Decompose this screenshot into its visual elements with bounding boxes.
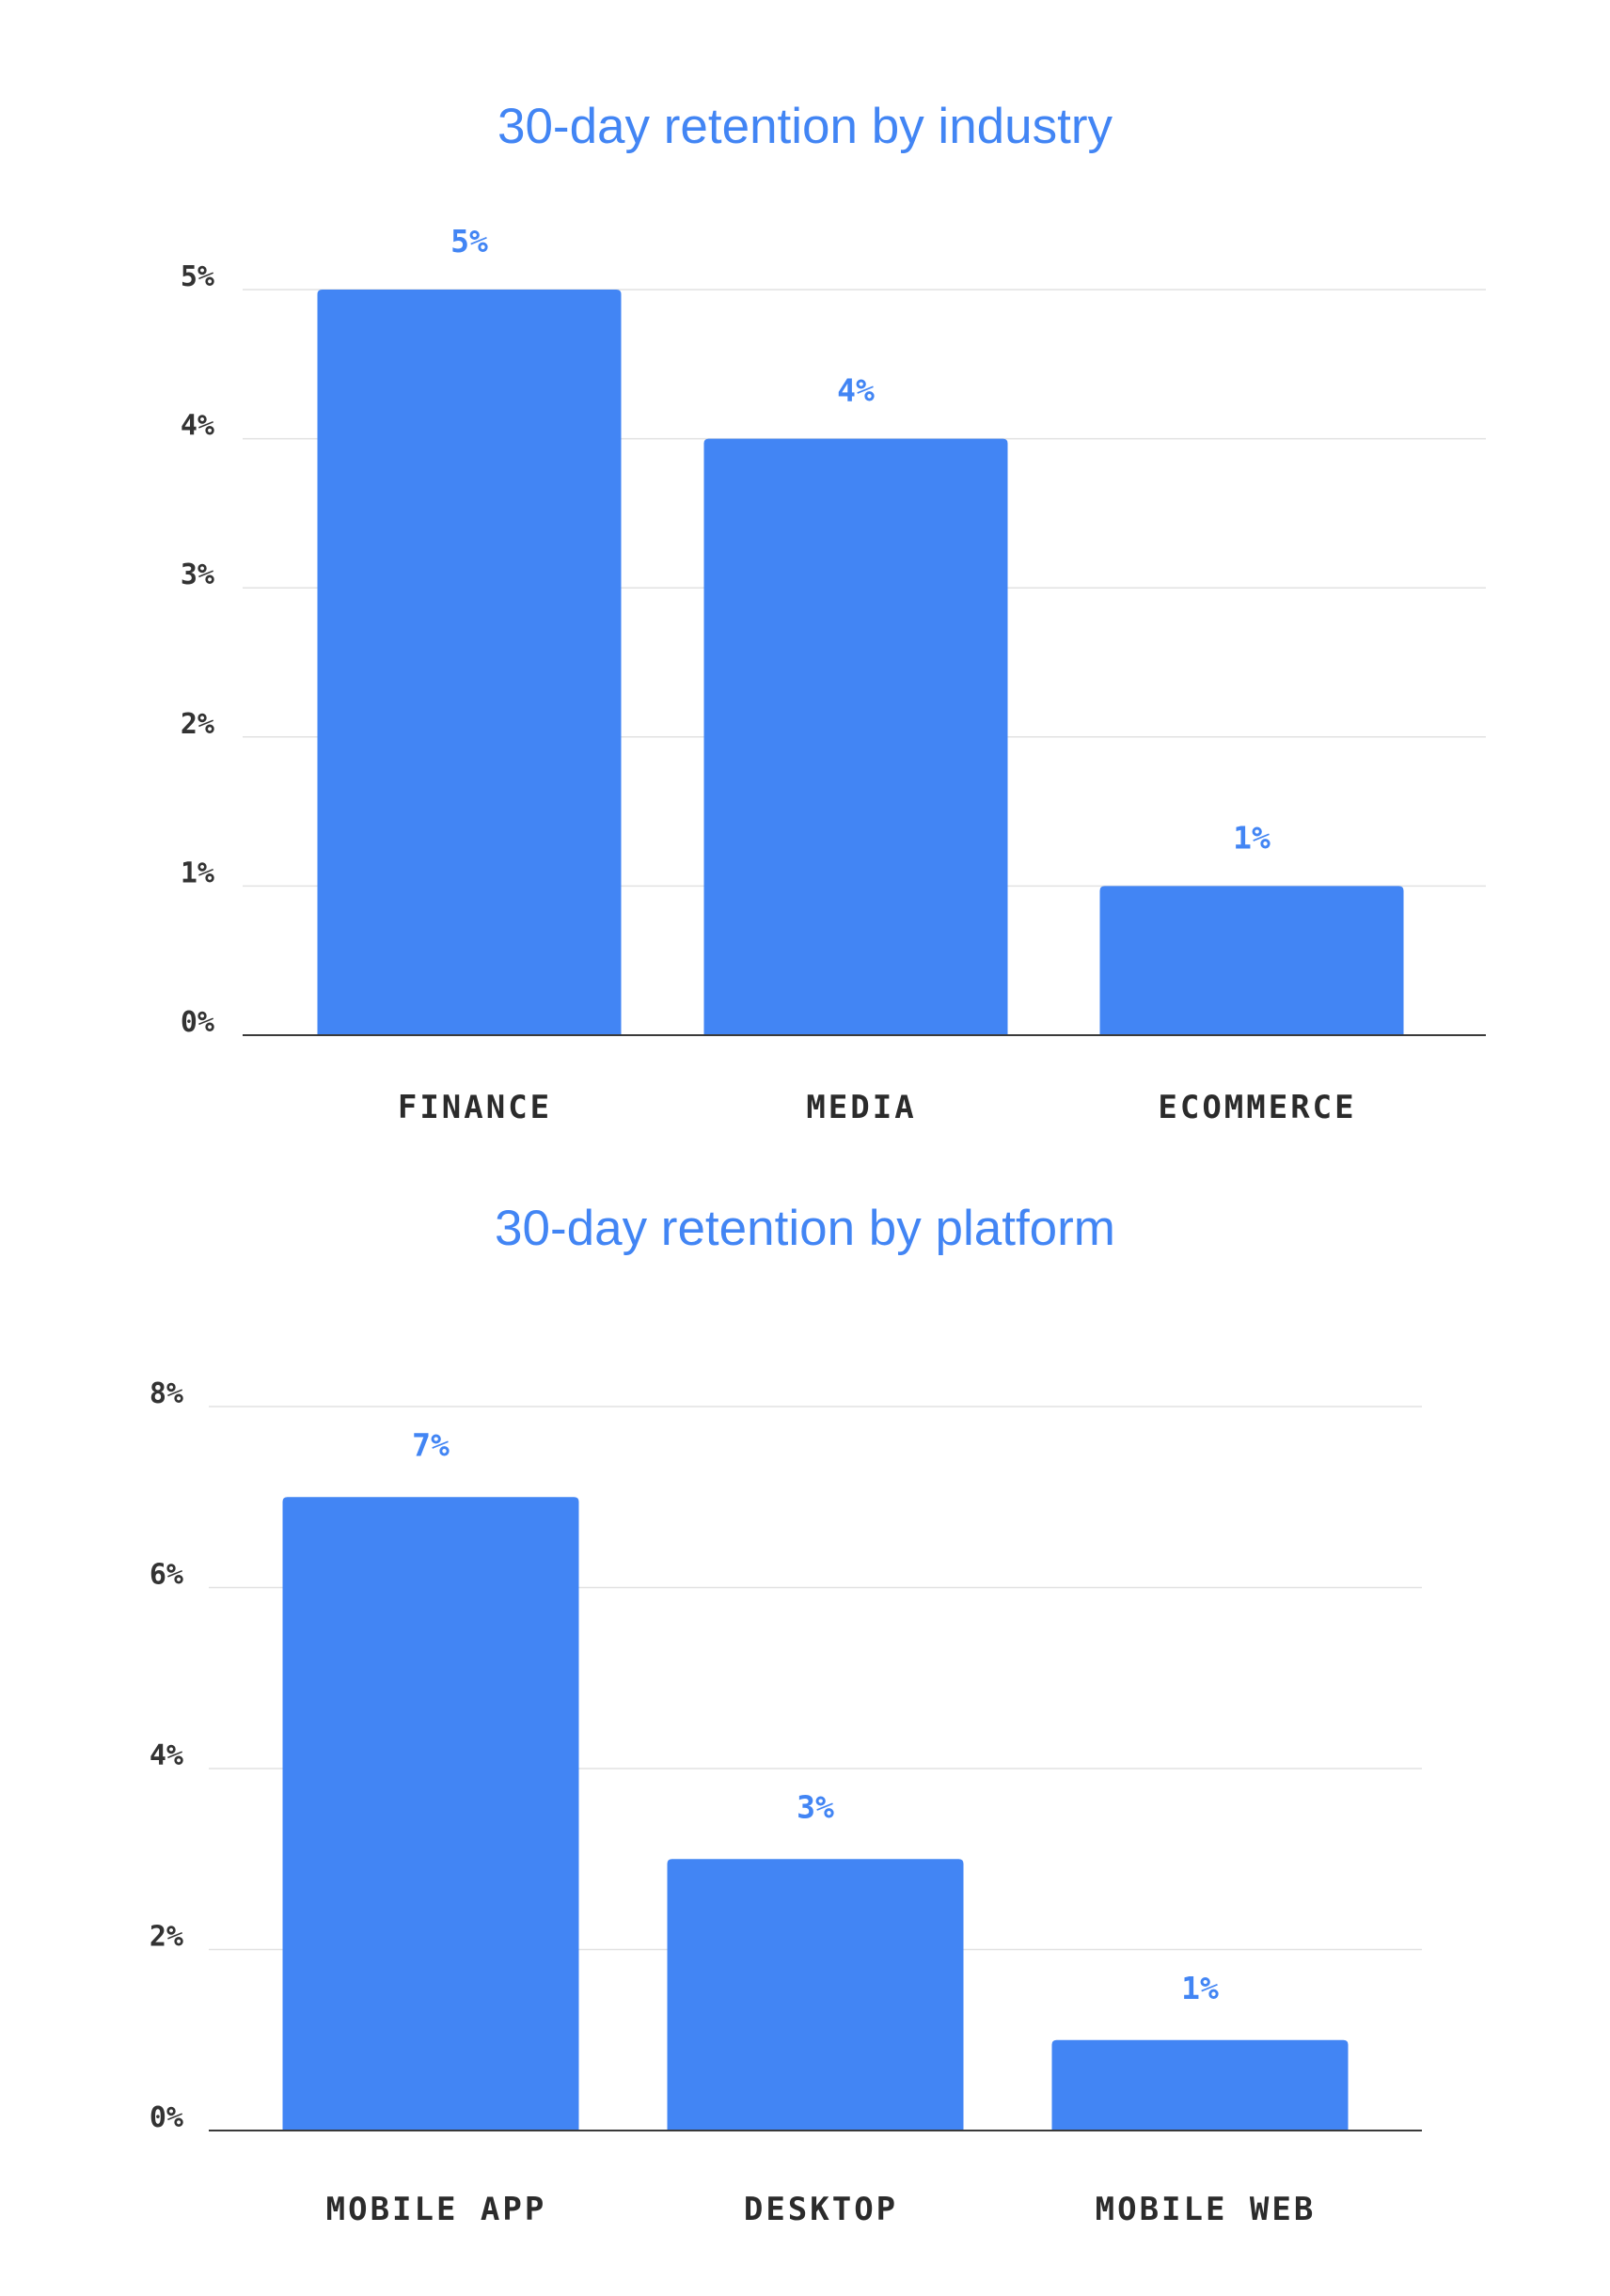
y-tick-label: 2% <box>150 1921 183 1954</box>
data-label-desktop: 3% <box>797 1788 834 1825</box>
y-tick-label: 2% <box>181 708 214 741</box>
bar-finance <box>317 290 622 1035</box>
bar-mobile-app <box>282 1497 579 2131</box>
y-tick-label: 0% <box>150 2101 183 2134</box>
bar-ecommerce <box>1099 886 1404 1035</box>
data-label-finance: 5% <box>450 223 488 259</box>
bar-media <box>703 438 1008 1036</box>
y-tick-label: 8% <box>150 1377 183 1410</box>
platform-retention-chart: 30-day retention by platform 0% 2% 4% 6% 8% 7%… <box>150 1201 1422 2228</box>
category-label-media: MEDIA <box>806 1089 916 1126</box>
category-label-mobile-app: MOBILE APP <box>326 2191 547 2228</box>
category-label-mobile-web: MOBILE WEB <box>1096 2191 1317 2228</box>
category-label-finance: FINANCE <box>398 1089 552 1126</box>
y-tick-label: 3% <box>181 558 214 591</box>
y-tick-label: 6% <box>150 1559 183 1592</box>
chart-title: 30-day retention by industry <box>497 99 1113 154</box>
data-label-mobile-web: 1% <box>1181 1970 1219 2006</box>
data-label-mobile-app: 7% <box>412 1426 450 1463</box>
data-label-media: 4% <box>837 372 875 409</box>
y-tick-label: 4% <box>150 1739 183 1772</box>
category-label-ecommerce: ECOMMERCE <box>1158 1089 1356 1126</box>
data-label-ecommerce: 1% <box>1233 819 1271 856</box>
y-tick-label: 0% <box>181 1006 214 1039</box>
y-tick-label: 1% <box>181 857 214 889</box>
bar-mobile-web <box>1051 2039 1349 2131</box>
y-tick-label: 5% <box>181 260 214 293</box>
category-label-desktop: DESKTOP <box>744 2191 898 2228</box>
y-tick-label: 4% <box>181 410 214 443</box>
bar-desktop <box>667 1859 964 2131</box>
industry-retention-chart: 30-day retention by industry 0% 1% 2% 3% 4% 5%… <box>181 99 1486 1126</box>
chart-title: 30-day retention by platform <box>495 1201 1115 1256</box>
